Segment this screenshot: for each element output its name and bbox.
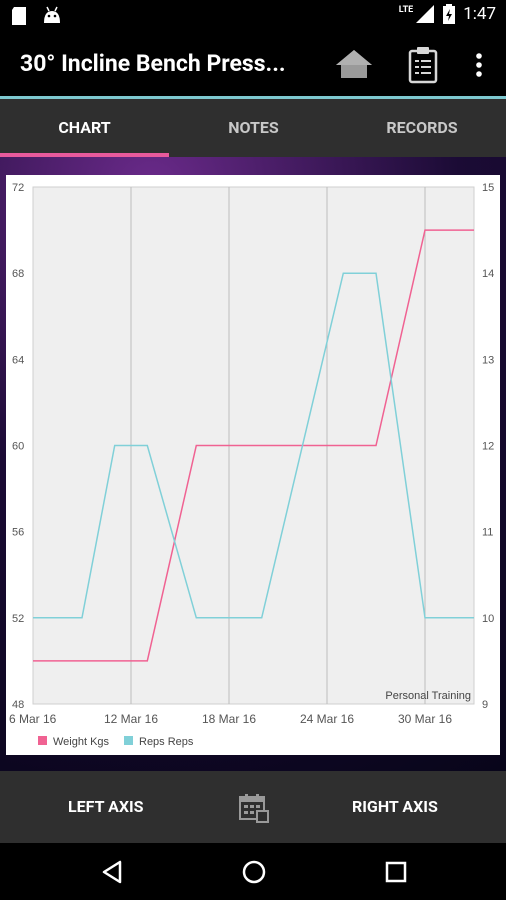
overflow-menu-button[interactable] (470, 50, 488, 80)
chart-description: Personal Training (385, 690, 471, 702)
series-line (33, 272, 474, 619)
calendar-icon (239, 794, 269, 823)
clock: 1:47 (463, 4, 496, 24)
left-axis-tick-label: 56 (12, 527, 24, 539)
series-line (33, 229, 474, 662)
tab-bar: CHART NOTES RECORDS (0, 99, 506, 157)
home-button[interactable] (334, 48, 374, 82)
right-axis-button[interactable]: RIGHT AXIS (352, 797, 438, 816)
right-axis-tick-label: 15 (482, 182, 494, 194)
right-axis-tick-label: 11 (482, 527, 493, 539)
right-axis-tick-label: 10 (482, 613, 494, 625)
right-axis-tick-label: 12 (482, 441, 494, 453)
chart-card: 6 Mar 16 12 Mar 16 18 Mar 16 24 Mar 16 30 Ma… (6, 175, 500, 755)
back-button[interactable] (96, 855, 130, 889)
x-tick-label: 6 Mar 16 (9, 712, 57, 726)
more-vert-icon (476, 53, 482, 77)
app-bar: 30° Incline Bench Press... (0, 32, 506, 96)
left-axis-tick-label: 64 (12, 354, 24, 366)
legend-label: Reps Reps (139, 736, 194, 748)
legend-swatch (38, 736, 47, 745)
back-icon (102, 860, 122, 884)
right-axis-tick-label: 9 (482, 699, 488, 711)
notes-button[interactable] (408, 46, 438, 84)
recents-button[interactable] (379, 855, 413, 889)
recents-icon (385, 861, 407, 883)
android-icon (44, 6, 60, 23)
home-icon (336, 50, 372, 78)
x-tick-label: 12 Mar 16 (104, 712, 158, 726)
selected-tab-indicator (0, 153, 169, 157)
x-tick-label: 18 Mar 16 (202, 712, 256, 726)
x-tick-label: 30 Mar 16 (398, 712, 452, 726)
bottom-action-bar: LEFT AXIS RIGHT AXIS (0, 771, 506, 843)
status-right-icons: LTE 1:47 (399, 4, 496, 24)
legend-label: Weight Kgs (53, 736, 110, 748)
sd-card-icon (12, 7, 26, 25)
signal-icon (416, 5, 435, 23)
right-axis-tick-label: 13 (482, 354, 494, 366)
network-type-label: LTE (398, 5, 414, 15)
left-axis-button[interactable]: LEFT AXIS (68, 797, 144, 816)
date-range-button[interactable] (238, 793, 270, 823)
battery-icon (443, 4, 456, 24)
app-bar-divider (0, 96, 506, 99)
home-nav-button[interactable] (237, 855, 271, 889)
legend-swatch (124, 736, 133, 745)
page-title: 30° Incline Bench Press... (20, 50, 286, 77)
right-axis-tick-label: 14 (482, 268, 494, 280)
line-chart[interactable]: 6 Mar 16 12 Mar 16 18 Mar 16 24 Mar 16 30 Ma… (6, 175, 500, 755)
left-axis-tick-label: 68 (12, 268, 24, 280)
x-tick-label: 24 Mar 16 (300, 712, 354, 726)
system-nav-bar (0, 843, 506, 900)
tab-notes[interactable]: NOTES (228, 118, 279, 137)
left-axis-tick-label: 52 (12, 613, 24, 625)
clipboard-icon (408, 47, 438, 84)
status-bar: LTE 1:47 (0, 0, 506, 32)
tab-records[interactable]: RECORDS (386, 118, 458, 137)
left-axis-tick-label: 48 (12, 699, 24, 711)
left-axis-tick-label: 60 (12, 441, 24, 453)
home-circle-icon (242, 860, 266, 884)
status-left-icons (10, 6, 62, 26)
left-axis-tick-label: 72 (12, 182, 24, 194)
tab-chart[interactable]: CHART (58, 118, 111, 137)
